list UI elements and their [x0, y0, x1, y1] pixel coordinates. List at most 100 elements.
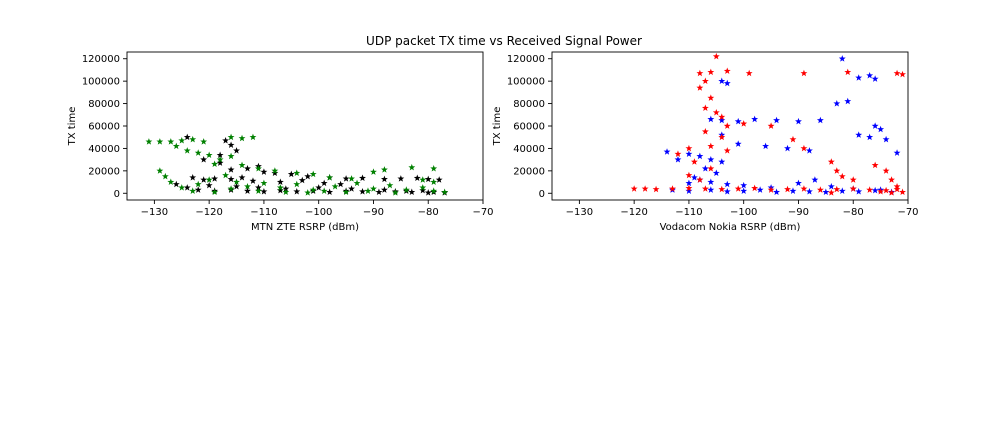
- data-point: [348, 185, 355, 192]
- data-point: [762, 142, 770, 150]
- data-point: [227, 141, 235, 148]
- data-point: [227, 185, 235, 192]
- data-point: [690, 173, 698, 181]
- series-1: [145, 133, 449, 196]
- data-point: [855, 74, 863, 81]
- data-point: [685, 171, 693, 179]
- data-point: [287, 170, 295, 178]
- data-point: [723, 187, 731, 195]
- data-point: [734, 117, 742, 125]
- data-point: [145, 138, 153, 145]
- x-axis-label: MTN ZTE RSRP (dBm): [251, 222, 359, 233]
- data-point: [370, 185, 377, 192]
- y-tick-label: 40000: [513, 144, 545, 155]
- data-point: [331, 182, 339, 190]
- y-tick-label: 60000: [513, 122, 545, 133]
- data-point: [380, 166, 388, 173]
- data-point: [663, 148, 671, 155]
- data-point: [211, 175, 219, 182]
- data-point: [833, 185, 841, 193]
- data-point: [844, 68, 852, 76]
- data-point: [320, 179, 328, 187]
- data-point: [227, 166, 235, 173]
- data-point: [156, 167, 164, 174]
- data-points: [145, 133, 449, 196]
- data-point: [800, 144, 808, 152]
- data-point: [723, 180, 731, 188]
- data-point: [304, 189, 312, 196]
- data-point: [178, 136, 186, 144]
- data-point: [430, 187, 438, 194]
- y-tick-label: 20000: [88, 166, 120, 177]
- data-point: [227, 152, 235, 160]
- data-point: [189, 173, 197, 181]
- data-point: [685, 184, 693, 192]
- data-point: [391, 189, 399, 196]
- data-point: [293, 187, 301, 195]
- data-point: [430, 178, 438, 185]
- data-point: [707, 156, 715, 163]
- data-point: [419, 186, 427, 194]
- data-point: [707, 165, 715, 172]
- data-point: [200, 156, 208, 163]
- data-point: [882, 167, 890, 174]
- x-tick-label: −70: [472, 207, 493, 218]
- data-point: [641, 185, 649, 192]
- series-1: [630, 52, 906, 196]
- data-point: [838, 187, 846, 194]
- data-point: [276, 184, 284, 191]
- data-point: [364, 187, 372, 194]
- data-point: [337, 180, 345, 188]
- data-point: [244, 187, 251, 194]
- data-point: [800, 69, 808, 77]
- data-point: [701, 77, 709, 85]
- data-point: [723, 67, 731, 74]
- data-point: [866, 71, 874, 79]
- data-point: [282, 188, 290, 196]
- figure-title: UDP packet TX time vs Received Signal Po…: [366, 34, 642, 48]
- data-point: [751, 184, 759, 192]
- x-tick-label: −130: [141, 207, 168, 218]
- data-point: [413, 174, 421, 182]
- data-point: [707, 115, 715, 123]
- data-point: [183, 147, 191, 154]
- data-point: [408, 188, 416, 196]
- data-point: [359, 187, 366, 195]
- data-point: [244, 165, 251, 172]
- data-point: [216, 159, 224, 166]
- data-point: [255, 165, 262, 172]
- data-point: [194, 186, 202, 193]
- data-point: [375, 188, 383, 196]
- data-point: [326, 173, 334, 181]
- data-point: [260, 179, 268, 187]
- data-point: [238, 161, 246, 169]
- data-point: [370, 168, 377, 175]
- data-point: [833, 99, 841, 107]
- y-tick-label: 0: [539, 189, 545, 200]
- data-point: [882, 186, 890, 194]
- data-point: [211, 160, 219, 168]
- data-point: [871, 122, 879, 129]
- data-point: [430, 165, 438, 172]
- data-point: [271, 167, 279, 174]
- data-point: [630, 185, 638, 192]
- data-point: [386, 181, 394, 189]
- data-point: [816, 116, 824, 124]
- data-point: [271, 169, 279, 176]
- data-point: [784, 185, 791, 193]
- data-point: [838, 172, 846, 180]
- x-tick-label: −100: [305, 207, 332, 218]
- data-point: [309, 186, 317, 193]
- data-point: [866, 133, 874, 141]
- data-point: [249, 177, 257, 184]
- data-point: [441, 188, 449, 196]
- data-point: [380, 186, 388, 193]
- data-point: [707, 178, 715, 185]
- data-point: [827, 189, 835, 196]
- data-point: [734, 140, 742, 147]
- data-point: [701, 185, 709, 192]
- data-point: [282, 185, 290, 192]
- data-point: [205, 176, 213, 183]
- data-point: [871, 186, 879, 194]
